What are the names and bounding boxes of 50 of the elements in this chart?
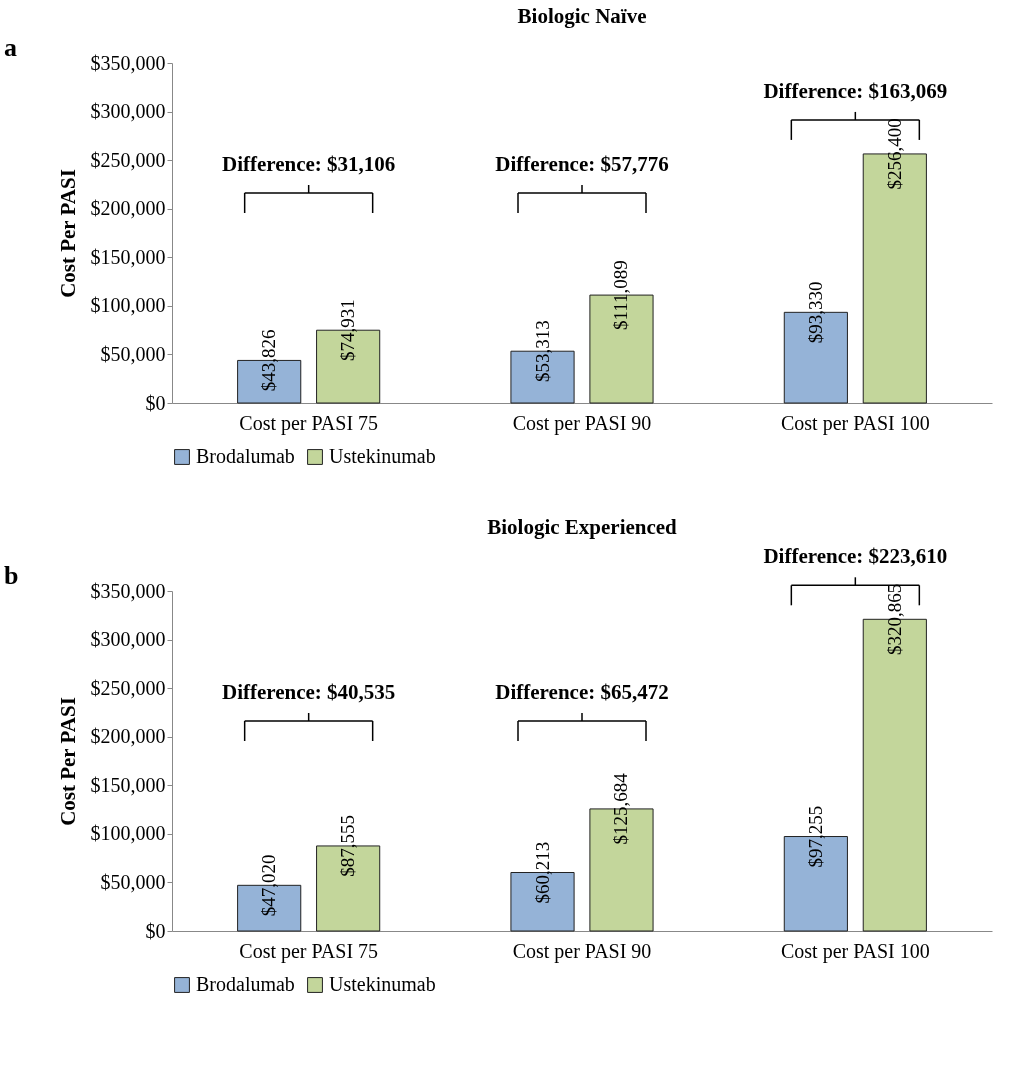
y-tick-label: $250,000 bbox=[90, 676, 166, 699]
annotation: Difference: $65,472 bbox=[495, 680, 669, 704]
annotation: Difference: $163,069 bbox=[763, 78, 948, 103]
x-tick-label: Cost per PASI 100 bbox=[780, 411, 930, 435]
data-label: $53,313 bbox=[531, 320, 553, 383]
y-tick-label: $0 bbox=[145, 391, 166, 414]
x-tick-label: Cost per PASI 90 bbox=[512, 939, 652, 963]
data-label: $125,684 bbox=[610, 772, 632, 845]
data-label: $256,400 bbox=[883, 118, 905, 190]
text: Difference: $223,610 bbox=[763, 544, 948, 569]
legend-label: Ustekinumab bbox=[329, 973, 436, 995]
x-tick-label: Cost per PASI 75 bbox=[239, 411, 379, 435]
data-label: $97,255 bbox=[804, 805, 826, 868]
annotation: Difference: $57,776 bbox=[495, 152, 669, 176]
x-tick-label: Cost per PASI 100 bbox=[780, 939, 930, 963]
legend-label: Ustekinumab bbox=[329, 445, 436, 467]
annotation: Difference: $40,535 bbox=[221, 680, 396, 704]
y-tick-label: $150,000 bbox=[90, 773, 166, 796]
x-tick-label: Cost per PASI 75 bbox=[239, 939, 379, 963]
y-tick-label: $350,000 bbox=[90, 51, 166, 74]
y-tick-label: $250,000 bbox=[90, 148, 166, 171]
data-label: $93,330 bbox=[804, 281, 826, 344]
y-tick-label: $350,000 bbox=[90, 579, 166, 602]
x-tick-label: Cost per PASI 90 bbox=[512, 411, 652, 435]
y-tick-label: $100,000 bbox=[90, 294, 166, 317]
data-label: $43,826 bbox=[258, 329, 280, 392]
data-label: $60,213 bbox=[531, 841, 553, 904]
chart-title: Biologic Experienced bbox=[487, 515, 678, 540]
y-axis-title: Cost Per PASI bbox=[55, 697, 80, 826]
data-label: $87,555 bbox=[337, 815, 359, 877]
text: a bbox=[4, 33, 17, 62]
chart-title: Biologic Naïve bbox=[517, 4, 647, 28]
y-tick-label: $300,000 bbox=[90, 100, 166, 123]
data-label: $47,020 bbox=[258, 854, 280, 917]
text: b bbox=[4, 561, 19, 590]
y-tick-label: $0 bbox=[145, 919, 166, 942]
y-tick-label: $50,000 bbox=[100, 870, 166, 893]
legend-label: Brodalumab bbox=[196, 445, 295, 467]
y-tick-label: $150,000 bbox=[90, 245, 166, 268]
y-tick-label: $300,000 bbox=[90, 628, 166, 651]
y-axis-title: Cost Per PASI bbox=[55, 169, 80, 298]
y-tick-label: $200,000 bbox=[90, 197, 166, 220]
data-label: $111,089 bbox=[610, 260, 632, 331]
data-label: $74,931 bbox=[337, 299, 359, 362]
y-tick-label: $100,000 bbox=[90, 822, 166, 845]
y-tick-label: $200,000 bbox=[90, 725, 166, 748]
y-tick-label: $50,000 bbox=[100, 342, 166, 365]
legend-label: Brodalumab bbox=[196, 973, 295, 995]
annotation: Difference: $31,106 bbox=[221, 152, 396, 176]
data-label: $320,865 bbox=[883, 583, 905, 655]
